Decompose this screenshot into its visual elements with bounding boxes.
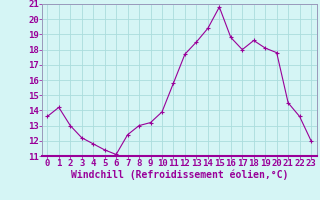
X-axis label: Windchill (Refroidissement éolien,°C): Windchill (Refroidissement éolien,°C) bbox=[70, 169, 288, 180]
